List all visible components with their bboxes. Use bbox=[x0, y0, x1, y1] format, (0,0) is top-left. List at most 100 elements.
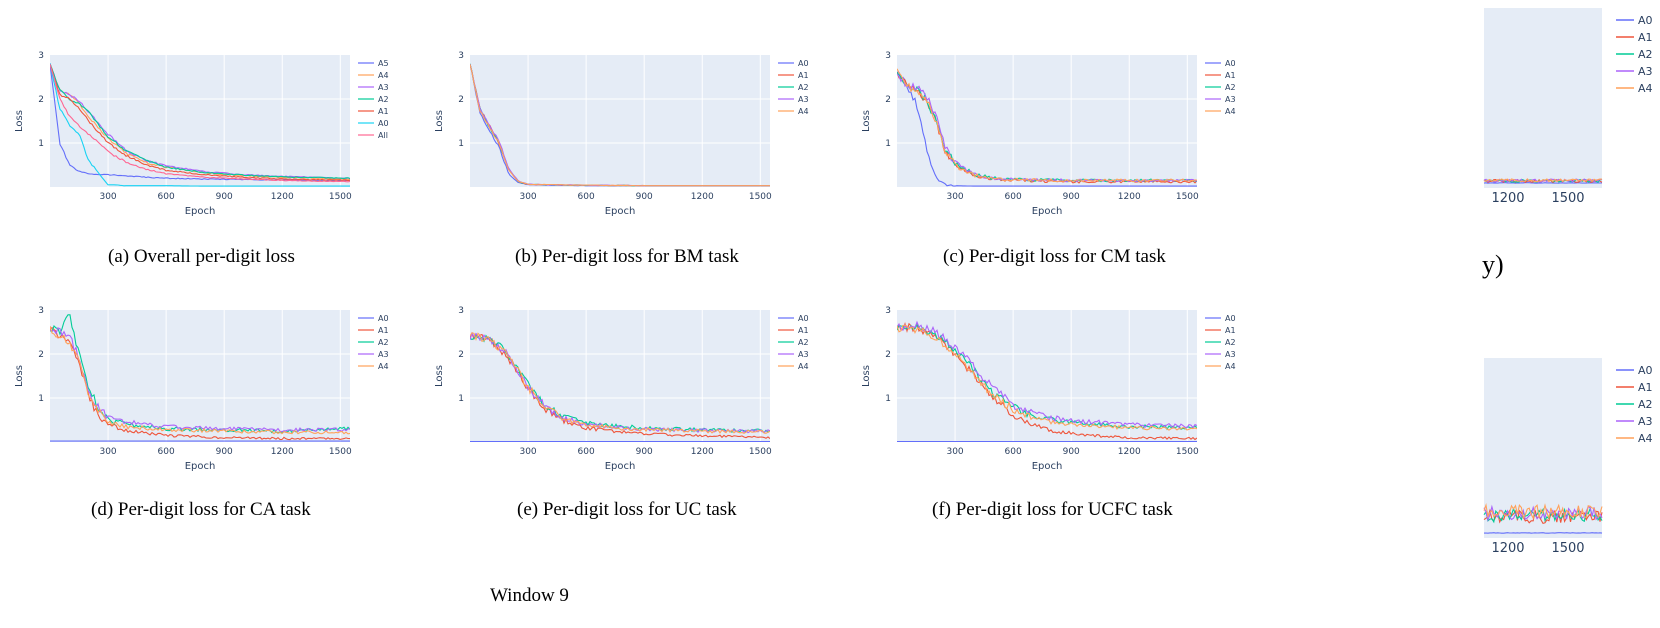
x-tick-label: 1500 bbox=[329, 192, 352, 202]
y-tick-label: 1 bbox=[458, 139, 464, 149]
caption-b: (b) Per-digit loss for BM task bbox=[515, 246, 739, 267]
y-axis-label: Loss bbox=[861, 110, 872, 132]
legend-label: A4 bbox=[378, 362, 389, 371]
legend-label: A1 bbox=[798, 326, 809, 335]
x-tick-label: 1200 bbox=[271, 192, 294, 202]
x-tick-label: 900 bbox=[1063, 192, 1080, 202]
fragment-series-line-A0 bbox=[1483, 182, 1603, 184]
x-tick-label: 600 bbox=[578, 447, 595, 457]
x-tick-label: 900 bbox=[216, 447, 233, 457]
legend-label: A3 bbox=[1225, 95, 1236, 104]
x-tick-label: 300 bbox=[946, 192, 963, 202]
y-tick-label: 2 bbox=[458, 350, 464, 360]
x-axis-label: Epoch bbox=[1032, 461, 1063, 472]
legend-label: A2 bbox=[798, 338, 809, 347]
caption-f: (f) Per-digit loss for UCFC task bbox=[932, 499, 1173, 520]
fragment-series-line-A4 bbox=[1483, 178, 1603, 183]
legend-label: A1 bbox=[1225, 71, 1236, 80]
legend-label: A0 bbox=[798, 59, 809, 68]
window-label: Window 9 bbox=[490, 585, 569, 606]
cropped-chart-top: 1200 1500 A0 A1 A2 A3 A4 bbox=[1478, 8, 1658, 213]
fragment-legend-label: A0 bbox=[1638, 14, 1653, 27]
legend-label: A3 bbox=[798, 350, 809, 359]
legend-label: A1 bbox=[378, 107, 389, 116]
series-line-A2 bbox=[470, 334, 770, 434]
legend-label: A0 bbox=[1225, 314, 1236, 323]
y-axis-label: Loss bbox=[861, 365, 872, 387]
fragment-legend-label: A1 bbox=[1638, 31, 1653, 44]
fragment-legend-label: A2 bbox=[1638, 48, 1653, 61]
legend-label: A2 bbox=[378, 95, 389, 104]
legend-label: A3 bbox=[798, 95, 809, 104]
x-tick-label: 900 bbox=[1063, 447, 1080, 457]
legend-label: A2 bbox=[1225, 83, 1236, 92]
plot-area bbox=[897, 55, 1197, 187]
x-tick-label: 1500 bbox=[749, 447, 772, 457]
x-axis-label: Epoch bbox=[185, 461, 216, 472]
caption-e: (e) Per-digit loss for UC task bbox=[517, 499, 737, 520]
y-tick-label: 1 bbox=[885, 139, 891, 149]
x-tick-label: 1200 bbox=[271, 447, 294, 457]
y-tick-label: 2 bbox=[885, 350, 891, 360]
legend-label: A1 bbox=[1225, 326, 1236, 335]
chart-panel-f: 1 2 3 300 600 900 1200 1500 Epoch Loss A0 A1 A2 A3 A4 bbox=[857, 300, 1257, 482]
y-tick-label: 3 bbox=[885, 306, 891, 316]
series-line-A3 bbox=[50, 63, 350, 180]
x-tick-label: 300 bbox=[946, 447, 963, 457]
x-axis-label: Epoch bbox=[605, 461, 636, 472]
series-line-A1 bbox=[50, 326, 350, 441]
plot-area bbox=[50, 55, 350, 187]
y-axis-label: Loss bbox=[14, 365, 25, 387]
y-tick-label: 3 bbox=[458, 306, 464, 316]
y-tick-label: 2 bbox=[38, 350, 44, 360]
series-line-A4 bbox=[470, 332, 770, 434]
legend-label: A2 bbox=[1225, 338, 1236, 347]
legend-label: A2 bbox=[798, 83, 809, 92]
x-tick-label: 300 bbox=[99, 447, 116, 457]
x-tick-label: 1500 bbox=[329, 447, 352, 457]
legend-label: A4 bbox=[1225, 107, 1236, 116]
series-line-A0 bbox=[897, 71, 1197, 187]
y-tick-label: 1 bbox=[458, 394, 464, 404]
legend-label: A0 bbox=[1225, 59, 1236, 68]
x-axis-label: Epoch bbox=[605, 206, 636, 217]
legend-label: A2 bbox=[378, 338, 389, 347]
x-axis-label: Epoch bbox=[185, 206, 216, 217]
cropped-caption-fragment: y) bbox=[1482, 250, 1504, 279]
chart-panel-e: 1 2 3 300 600 900 1200 1500 Epoch Loss A0 A1 A2 A3 A4 bbox=[430, 300, 830, 482]
x-tick-label: 1500 bbox=[1176, 192, 1199, 202]
x-tick-label: 1500 bbox=[749, 192, 772, 202]
legend-label: A4 bbox=[798, 107, 809, 116]
fragment-series-line-A1 bbox=[1483, 508, 1603, 525]
legend-label: A4 bbox=[798, 362, 809, 371]
series-line-A4 bbox=[50, 325, 350, 435]
series-line-All bbox=[50, 63, 350, 183]
x-tick-label: 900 bbox=[636, 447, 653, 457]
legend-label: All bbox=[378, 131, 388, 140]
series-line-A4 bbox=[897, 68, 1197, 183]
chart-panel-c: 1 2 3 300 600 900 1200 1500 Epoch Loss A0 A1 A2 A3 A4 bbox=[857, 45, 1257, 227]
legend-label: A4 bbox=[378, 71, 389, 80]
x-tick-label: 1200 bbox=[691, 447, 714, 457]
legend-label: A5 bbox=[378, 59, 389, 68]
y-tick-label: 2 bbox=[458, 95, 464, 105]
fragment-legend-label: A3 bbox=[1638, 415, 1653, 428]
x-tick-label: 600 bbox=[1005, 447, 1022, 457]
y-tick-label: 3 bbox=[458, 51, 464, 61]
legend-label: A3 bbox=[378, 350, 389, 359]
x-tick-label: 1200 bbox=[691, 192, 714, 202]
y-tick-label: 3 bbox=[38, 306, 44, 316]
chart-panel-d: 1 2 3 300 600 900 1200 1500 Epoch Loss A0 A1 A2 A3 A4 bbox=[10, 300, 410, 482]
fragment-legend-label: A2 bbox=[1638, 398, 1653, 411]
fragment-x-tick-label: 1200 bbox=[1491, 191, 1524, 206]
y-axis-label: Loss bbox=[14, 110, 25, 132]
y-tick-label: 2 bbox=[885, 95, 891, 105]
y-tick-label: 1 bbox=[38, 394, 44, 404]
x-tick-label: 600 bbox=[158, 447, 175, 457]
series-line-A3 bbox=[897, 320, 1197, 429]
y-tick-label: 3 bbox=[38, 51, 44, 61]
series-line-A3 bbox=[470, 331, 770, 434]
legend-label: A0 bbox=[378, 314, 389, 323]
legend-label: A3 bbox=[378, 83, 389, 92]
x-tick-label: 1500 bbox=[1176, 447, 1199, 457]
